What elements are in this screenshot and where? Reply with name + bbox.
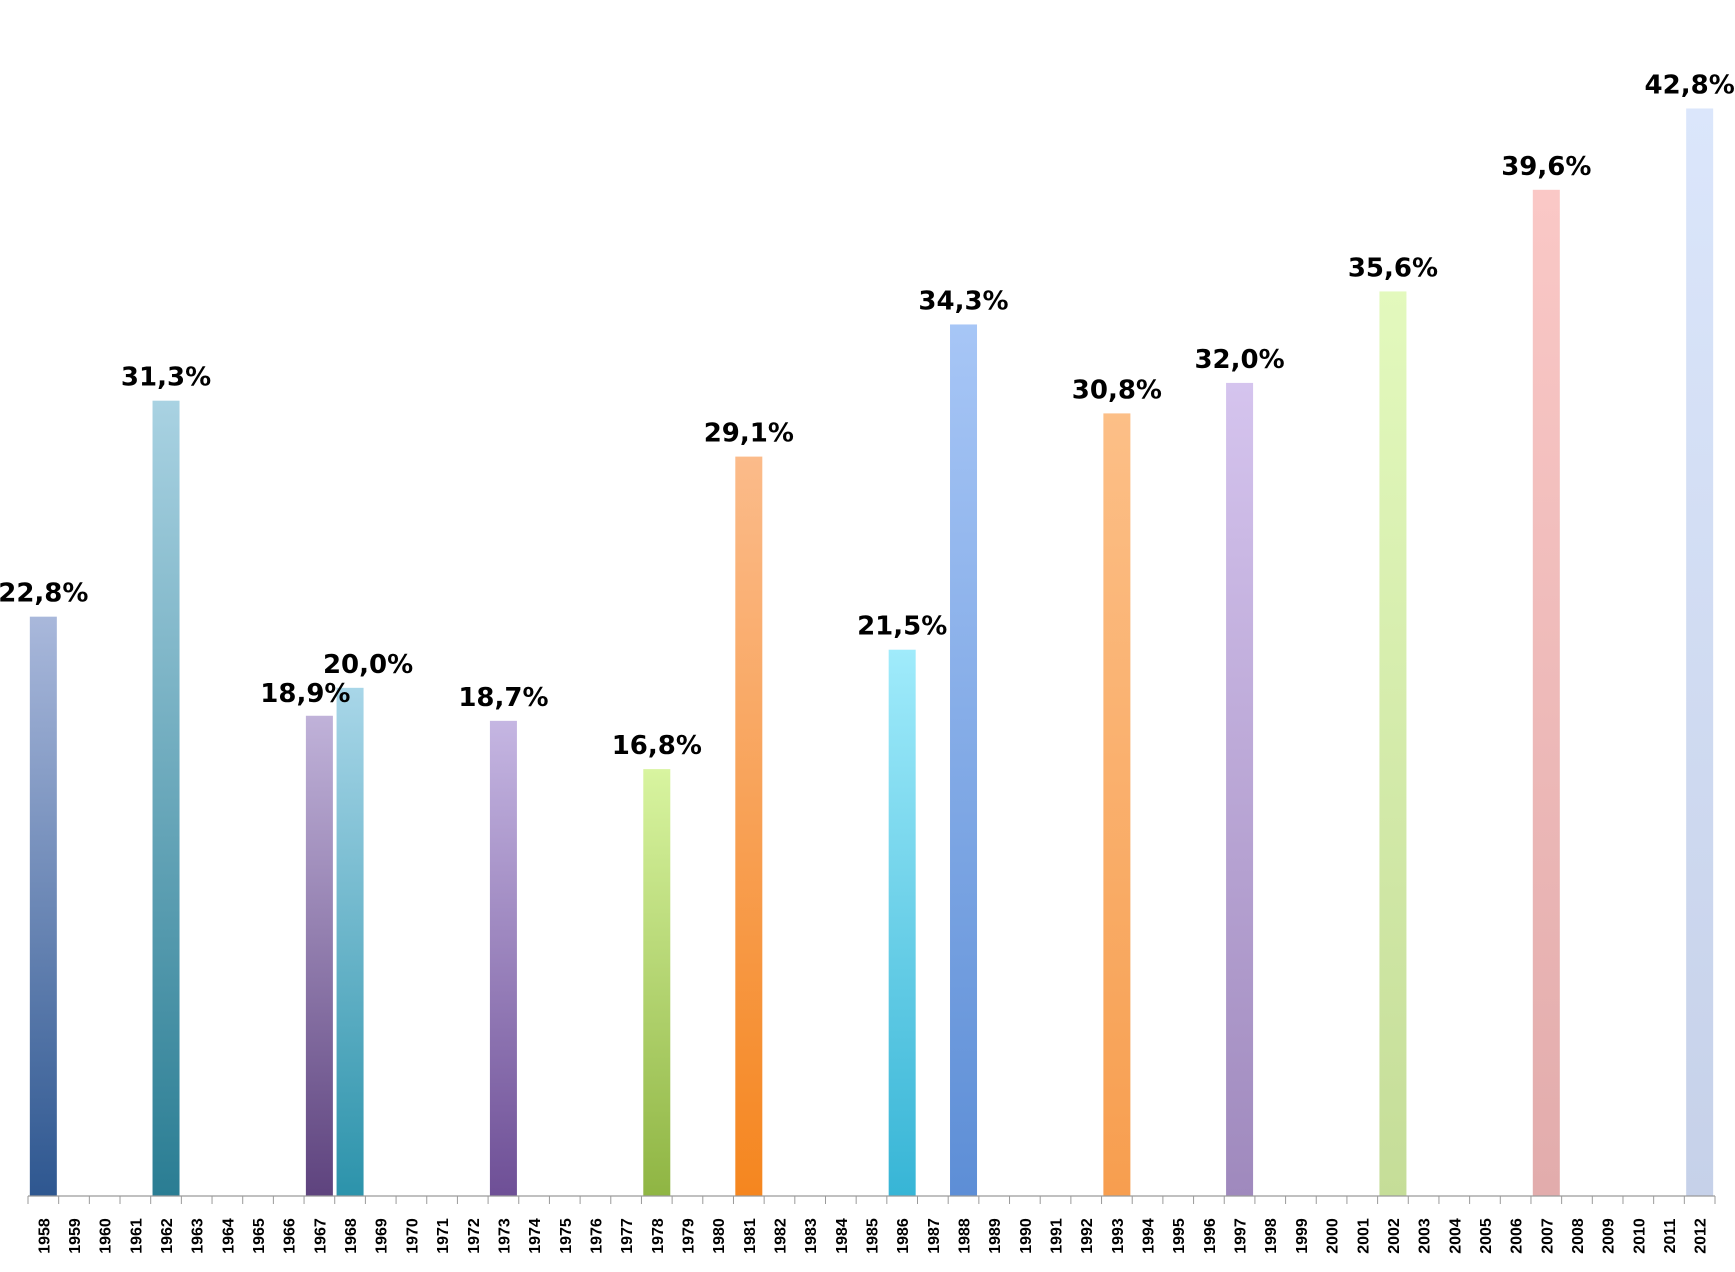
bar-1962 (152, 400, 180, 1197)
x-tick-label: 1991 (1049, 1218, 1066, 1254)
data-label-1988: 34,3% (918, 286, 1008, 316)
x-tick-label: 1968 (343, 1218, 360, 1254)
x-tick-label: 1961 (128, 1218, 145, 1254)
x-tick-label: 1969 (374, 1218, 391, 1254)
x-axis: 1958 1959 1960 1961 1962 1963 1964 1965 1966 1967… (27, 1195, 1716, 1254)
x-tick-label: 1994 (1141, 1218, 1158, 1254)
x-tick-label: 1992 (1079, 1218, 1096, 1254)
bar-1968 (336, 687, 364, 1196)
x-tick-label: 1989 (987, 1218, 1004, 1254)
x-tick-label: 1981 (742, 1218, 759, 1254)
data-label-1978: 16,8% (612, 731, 702, 761)
data-label-1958: 22,8% (0, 579, 88, 609)
x-tick-label: 1959 (67, 1218, 84, 1254)
x-tick-label: 2010 (1631, 1218, 1648, 1254)
x-tick-label: 1979 (680, 1218, 697, 1254)
x-tick-label: 1993 (1110, 1218, 1127, 1254)
x-tick-label: 1974 (527, 1218, 544, 1254)
bar-1993 (1103, 413, 1131, 1196)
data-label-1993: 30,8% (1072, 375, 1162, 405)
x-tick-label: 1988 (957, 1218, 974, 1254)
x-tick-label: 1977 (619, 1218, 636, 1254)
x-tick-label: 1958 (36, 1218, 53, 1254)
data-label-1986: 21,5% (857, 612, 947, 642)
data-label-2007: 39,6% (1501, 152, 1591, 182)
x-tick-label: 2004 (1447, 1218, 1464, 1254)
bar-1978 (643, 769, 671, 1196)
x-tick-label: 1967 (312, 1218, 329, 1254)
x-tick-label: 1966 (282, 1218, 299, 1254)
x-tick-label: 1985 (865, 1218, 882, 1254)
x-tick-label: 2011 (1662, 1219, 1679, 1254)
data-labels: 22,8% 31,3% 18,9%20,0% 18,7% 16,8% 29,1% 21,5%… (0, 70, 1735, 761)
bar-1986 (888, 649, 916, 1196)
x-tick-label: 1997 (1233, 1218, 1250, 1254)
data-label-1968: 20,0% (323, 650, 413, 680)
x-tick-label: 2006 (1509, 1218, 1526, 1254)
x-tick-label: 1982 (772, 1218, 789, 1254)
bar-1988 (950, 324, 978, 1197)
x-tick-label: 1975 (558, 1218, 575, 1254)
data-label-2012: 42,8% (1645, 70, 1735, 100)
x-tick-label: 1973 (496, 1218, 513, 1254)
x-tick-label: 2012 (1693, 1218, 1710, 1254)
bar-1967 (305, 715, 333, 1196)
x-tick-label: 1986 (895, 1218, 912, 1254)
data-label-1967: 18,9% (260, 679, 350, 709)
x-tick-label: 1984 (834, 1218, 851, 1254)
x-tick-label: 1972 (466, 1218, 483, 1254)
x-tick-label: 1976 (588, 1218, 605, 1254)
x-tick-label: 1998 (1263, 1218, 1280, 1254)
bar-1997 (1226, 382, 1254, 1197)
bars-layer (29, 108, 1714, 1197)
data-label-1973: 18,7% (458, 683, 548, 713)
x-tick-label: 1960 (98, 1218, 115, 1254)
x-tick-label: 2001 (1355, 1218, 1372, 1254)
x-tick-label: 1999 (1294, 1218, 1311, 1254)
bar-2002 (1379, 291, 1407, 1196)
x-tick-label: 1962 (159, 1218, 176, 1254)
x-tick-label: 1963 (190, 1218, 207, 1254)
x-tick-label: 2002 (1386, 1218, 1403, 1254)
x-tick-label: 1983 (803, 1218, 820, 1254)
x-tick-label: 1965 (251, 1218, 268, 1254)
bar-2012 (1686, 108, 1714, 1196)
data-label-1981: 29,1% (704, 419, 794, 449)
bar-1973 (489, 720, 517, 1196)
data-label-1962: 31,3% (121, 363, 211, 393)
x-tick-label: 1990 (1018, 1218, 1035, 1254)
x-tick-label: 2005 (1478, 1218, 1495, 1254)
data-label-1997: 32,0% (1194, 345, 1284, 375)
x-tick-label: 1996 (1202, 1218, 1219, 1254)
x-tick-label: 1987 (926, 1218, 943, 1254)
bar-1981 (735, 456, 763, 1196)
x-tick-label: 2008 (1570, 1218, 1587, 1254)
x-tick-label: 1978 (650, 1218, 667, 1254)
data-label-2002: 35,6% (1348, 253, 1438, 283)
x-tick-label: 2000 (1325, 1218, 1342, 1254)
x-tick-label: 1971 (435, 1218, 452, 1254)
x-tick-label: 1995 (1171, 1218, 1188, 1254)
x-tick-label: 1964 (220, 1218, 237, 1254)
x-tick-label: 2009 (1601, 1218, 1618, 1254)
bar-2007 (1532, 189, 1560, 1197)
bar-1958 (29, 616, 57, 1196)
x-tick-label: 2007 (1539, 1218, 1556, 1254)
x-tick-label: 2003 (1417, 1218, 1434, 1254)
x-tick-label: 1980 (711, 1218, 728, 1254)
x-tick-label: 1970 (404, 1218, 421, 1254)
